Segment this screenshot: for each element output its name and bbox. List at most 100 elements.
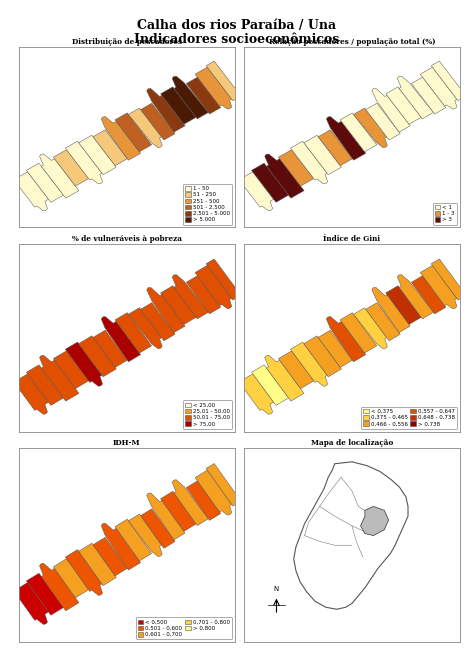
Polygon shape: [141, 509, 175, 549]
Polygon shape: [14, 172, 48, 211]
Polygon shape: [93, 330, 128, 367]
Polygon shape: [372, 288, 410, 332]
Polygon shape: [354, 108, 387, 148]
Text: Calha dos rios Paraíba / Una: Calha dos rios Paraíba / Una: [137, 19, 337, 31]
Polygon shape: [431, 61, 466, 101]
Polygon shape: [291, 141, 328, 184]
Polygon shape: [161, 491, 196, 531]
Polygon shape: [65, 342, 102, 386]
Polygon shape: [14, 583, 48, 624]
Polygon shape: [327, 316, 366, 362]
Polygon shape: [79, 135, 116, 175]
Polygon shape: [318, 330, 353, 367]
Polygon shape: [279, 150, 314, 186]
Polygon shape: [14, 374, 48, 414]
Title: Distribuição de pescadores: Distribuição de pescadores: [72, 38, 182, 46]
Polygon shape: [420, 266, 457, 309]
Polygon shape: [141, 302, 175, 341]
Polygon shape: [291, 342, 328, 386]
Polygon shape: [147, 288, 185, 332]
Polygon shape: [420, 67, 457, 109]
Polygon shape: [54, 559, 89, 598]
Polygon shape: [79, 336, 116, 377]
Polygon shape: [195, 67, 232, 109]
Polygon shape: [206, 259, 241, 300]
Polygon shape: [172, 480, 209, 526]
Polygon shape: [354, 308, 387, 349]
Polygon shape: [386, 286, 421, 324]
Title: Relação pescadores / população total (%): Relação pescadores / população total (%): [269, 38, 435, 46]
Polygon shape: [39, 355, 79, 401]
Polygon shape: [366, 302, 400, 341]
Polygon shape: [27, 163, 64, 202]
Polygon shape: [172, 274, 209, 319]
Polygon shape: [65, 141, 102, 184]
Polygon shape: [239, 374, 273, 414]
Polygon shape: [101, 116, 141, 161]
Legend: 1 - 50, 51 - 250, 251 - 500, 501 - 2.500, 2.501 - 5.000, > 5.000: 1 - 50, 51 - 250, 251 - 500, 501 - 2.500…: [183, 184, 232, 225]
Polygon shape: [93, 130, 128, 166]
Polygon shape: [318, 130, 353, 166]
Polygon shape: [186, 276, 221, 314]
Polygon shape: [79, 543, 116, 585]
Polygon shape: [304, 336, 341, 377]
Text: Indicadores socioeconômicos: Indicadores socioeconômicos: [134, 33, 340, 46]
Title: Mapa de localização: Mapa de localização: [311, 440, 393, 448]
Title: % de vulneráveis à pobreza: % de vulneráveis à pobreza: [72, 235, 182, 244]
Polygon shape: [27, 365, 64, 405]
Polygon shape: [101, 523, 141, 570]
Polygon shape: [340, 312, 377, 353]
Polygon shape: [54, 150, 89, 186]
Polygon shape: [186, 481, 221, 520]
Text: N: N: [274, 586, 279, 592]
Polygon shape: [304, 135, 341, 175]
Polygon shape: [141, 103, 175, 140]
Legend: < 25,00, 25,01 - 50,00, 50,01 - 75,00, > 75,00: < 25,00, 25,01 - 50,00, 50,01 - 75,00, >…: [183, 400, 232, 429]
Polygon shape: [411, 276, 446, 314]
Polygon shape: [93, 537, 128, 576]
Title: IDH-M: IDH-M: [113, 440, 141, 448]
Polygon shape: [54, 351, 89, 389]
Polygon shape: [252, 365, 289, 405]
Polygon shape: [39, 563, 79, 611]
Polygon shape: [206, 464, 241, 506]
Polygon shape: [147, 493, 185, 540]
Polygon shape: [279, 351, 314, 389]
Legend: < 0,375, 0,375 - 0,465, 0,466 - 0,556, 0,557 - 0,647, 0,648 - 0,738, > 0,738: < 0,375, 0,375 - 0,465, 0,466 - 0,556, 0…: [361, 407, 457, 429]
Title: Índice de Gini: Índice de Gini: [323, 235, 381, 244]
Polygon shape: [172, 76, 209, 119]
Polygon shape: [195, 266, 232, 309]
Polygon shape: [239, 172, 273, 211]
Polygon shape: [161, 87, 196, 124]
Polygon shape: [161, 286, 196, 324]
Polygon shape: [366, 103, 400, 140]
Polygon shape: [39, 154, 79, 198]
Polygon shape: [128, 308, 162, 349]
Polygon shape: [115, 113, 152, 152]
Polygon shape: [147, 88, 185, 132]
Legend: < 0,500, 0,501 - 0,600, 0,601 - 0,700, 0,701 - 0,800, > 0,800: < 0,500, 0,501 - 0,600, 0,601 - 0,700, 0…: [136, 617, 232, 640]
Polygon shape: [264, 355, 304, 401]
Polygon shape: [195, 470, 232, 515]
Polygon shape: [411, 77, 446, 114]
Polygon shape: [294, 462, 408, 609]
Polygon shape: [372, 88, 410, 132]
Polygon shape: [115, 519, 152, 561]
Polygon shape: [397, 76, 434, 119]
Polygon shape: [361, 506, 389, 535]
Polygon shape: [431, 259, 466, 300]
Polygon shape: [128, 514, 162, 557]
Polygon shape: [206, 61, 241, 101]
Polygon shape: [65, 550, 102, 595]
Polygon shape: [186, 77, 221, 114]
Polygon shape: [27, 573, 64, 615]
Legend: < 1, 1 - 3, > 3: < 1, 1 - 3, > 3: [433, 203, 457, 225]
Polygon shape: [101, 316, 141, 362]
Polygon shape: [115, 312, 152, 353]
Polygon shape: [327, 116, 366, 161]
Polygon shape: [264, 154, 304, 198]
Polygon shape: [252, 163, 289, 202]
Polygon shape: [128, 108, 162, 148]
Polygon shape: [386, 87, 421, 124]
Polygon shape: [340, 113, 377, 152]
